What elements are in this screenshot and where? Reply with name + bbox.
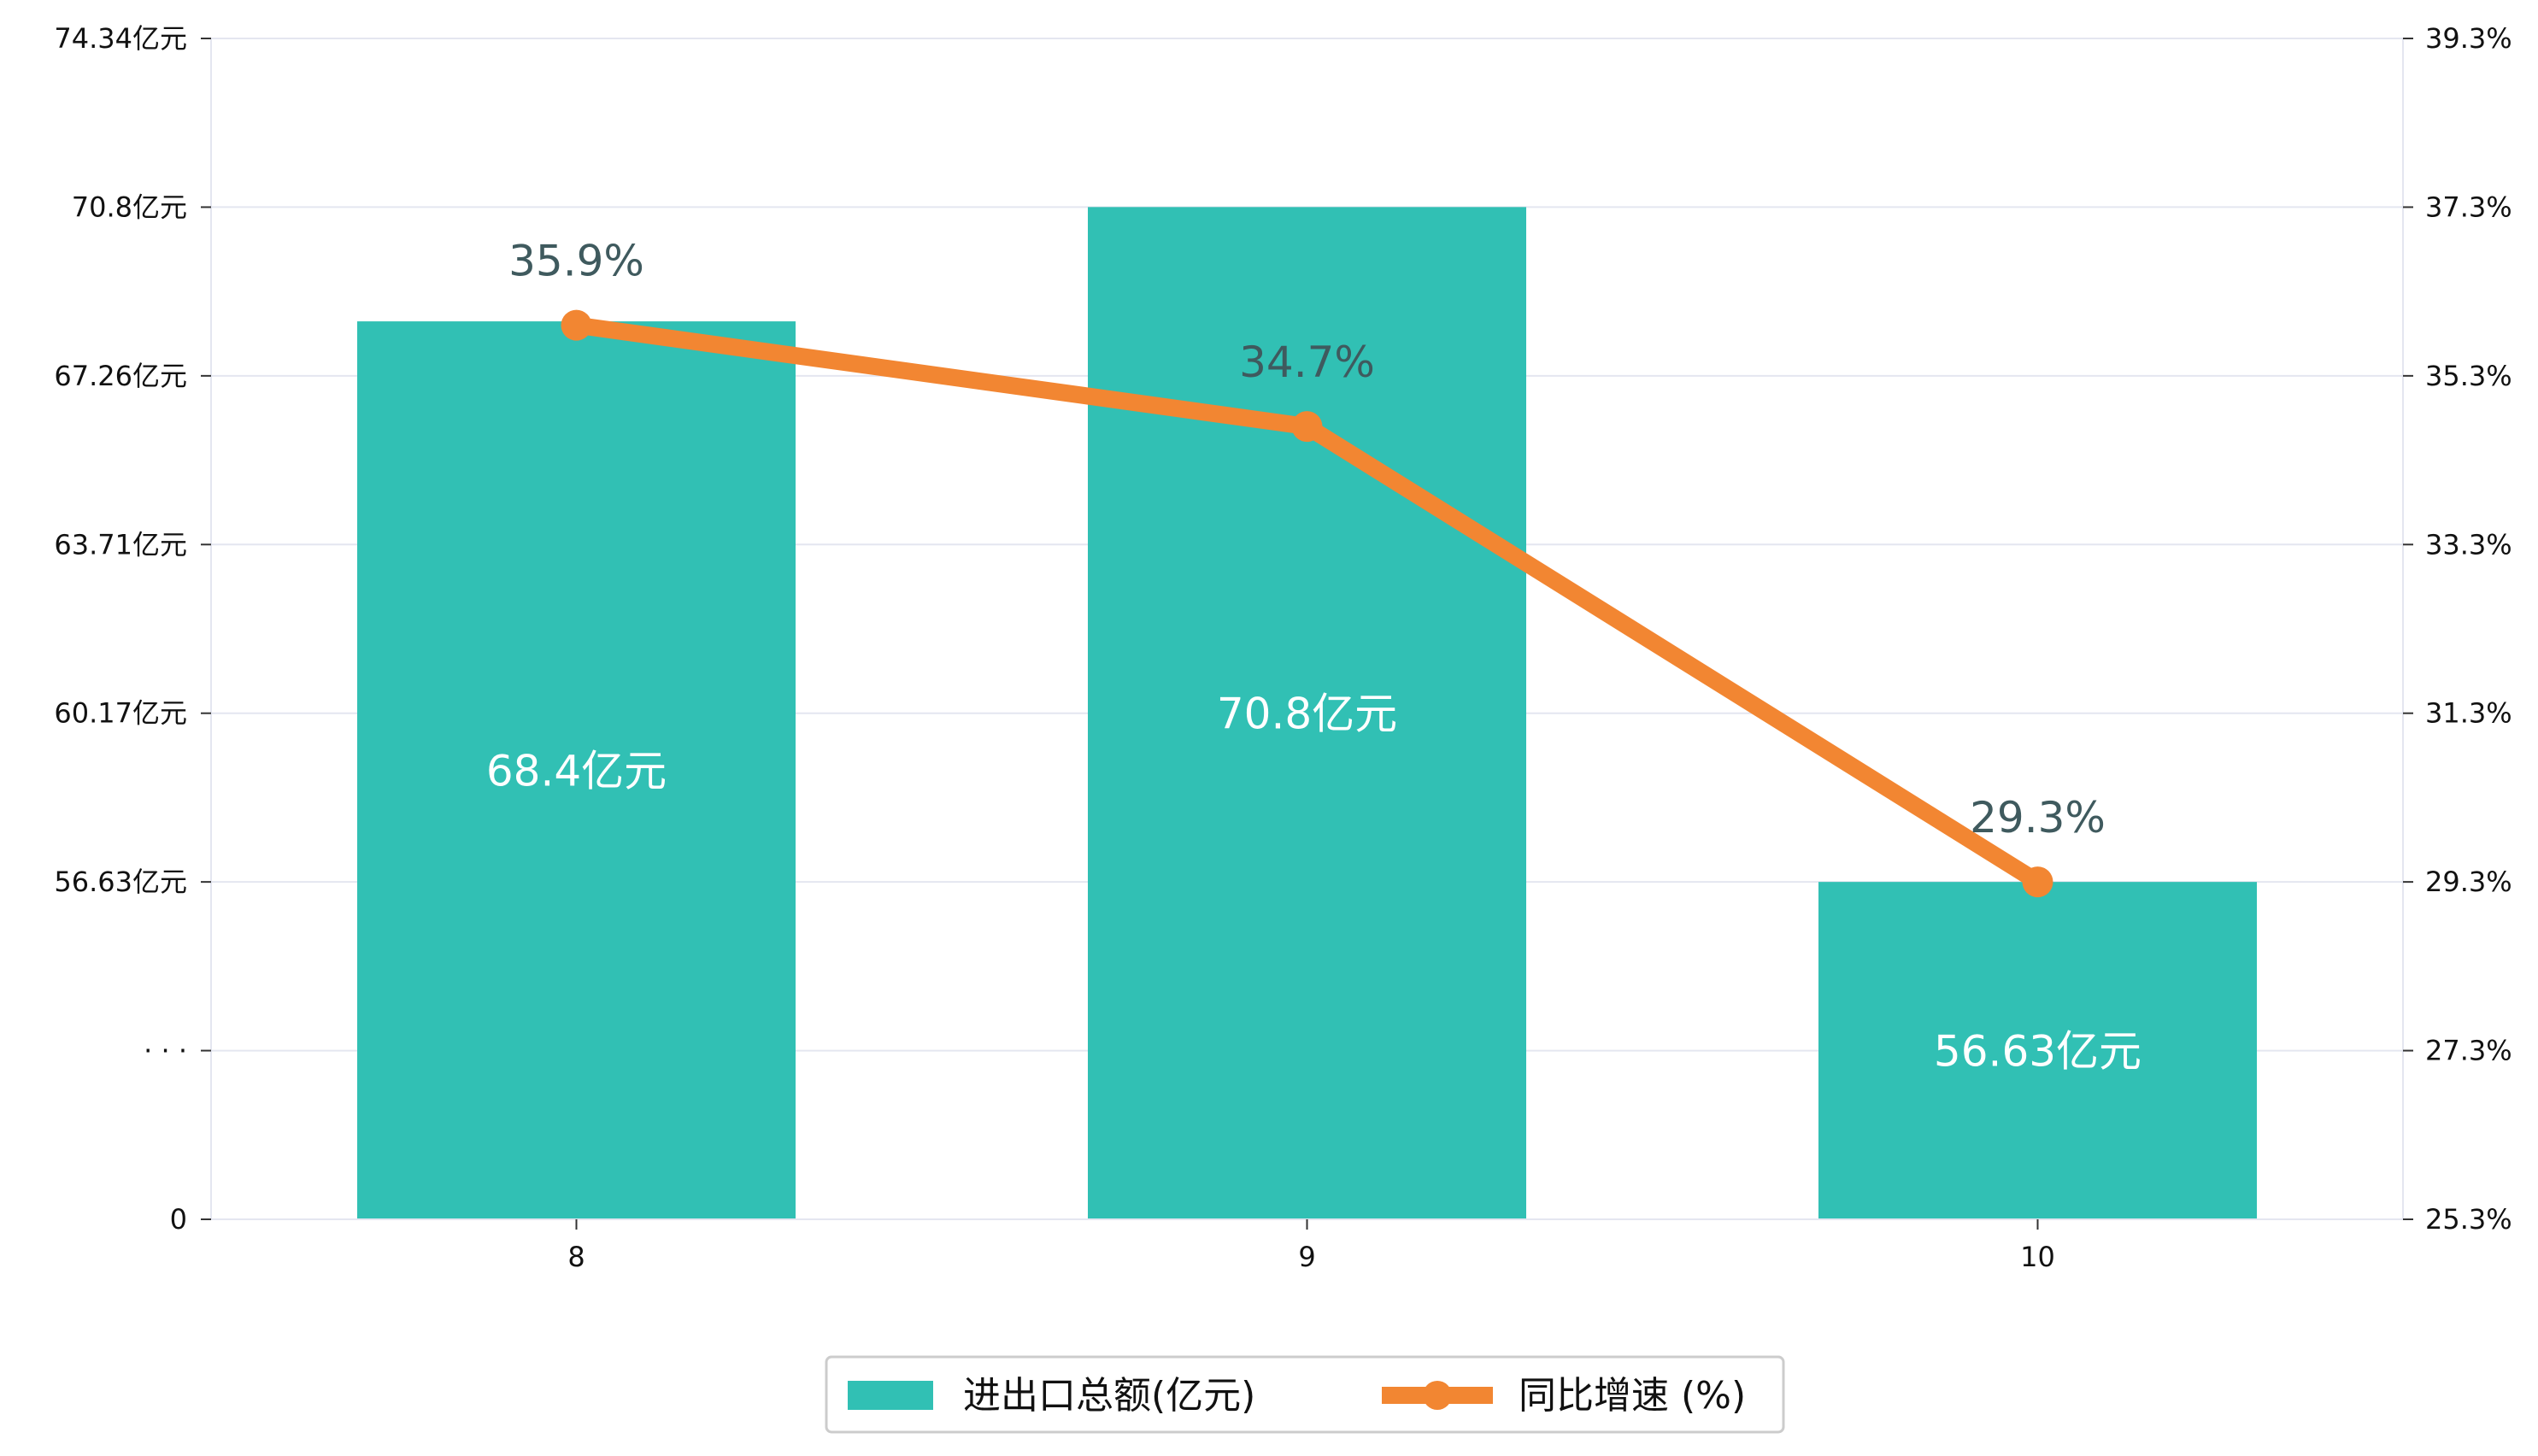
left-tick-label: 63.71亿元 — [54, 528, 187, 561]
right-tick-label: 37.3% — [2425, 191, 2512, 223]
right-tick-label: 35.3% — [2425, 360, 2512, 392]
legend-swatch-bar — [848, 1381, 933, 1410]
left-tick-label: 67.26亿元 — [54, 360, 187, 392]
right-tick-label: 27.3% — [2425, 1035, 2512, 1067]
left-tick-label: 70.8亿元 — [72, 191, 187, 223]
bar-8 — [357, 321, 796, 1219]
growth-point — [561, 309, 592, 341]
right-tick-label: 31.3% — [2425, 697, 2512, 730]
legend-box — [825, 1355, 1785, 1434]
growth-point — [1291, 411, 1323, 443]
right-tick-label: 39.3% — [2425, 22, 2512, 55]
axes: 0 · · · 56.63亿元 60.17亿元 63.71亿元 67.26亿元 70.8亿元… — [54, 22, 2512, 1273]
bar-value-label: 68.4亿元 — [486, 747, 667, 796]
left-tick-label: 0 — [170, 1203, 187, 1236]
bar-9 — [1088, 207, 1526, 1219]
left-tick-label: 60.17亿元 — [54, 697, 187, 730]
legend: 进出口总额(亿元) 同比增速 (%) — [825, 1355, 1785, 1434]
growth-value-label: 35.9% — [508, 237, 644, 286]
x-tick-label: 9 — [1298, 1241, 1315, 1273]
right-tick-label: 25.3% — [2425, 1203, 2512, 1236]
left-tick-label: 74.34亿元 — [54, 22, 187, 55]
growth-point — [2022, 866, 2053, 898]
right-tick-label: 33.3% — [2425, 528, 2512, 561]
bar-value-label: 56.63亿元 — [1934, 1027, 2141, 1077]
bar-10 — [1818, 882, 2257, 1219]
bar-series: 68.4亿元 70.8亿元 56.63亿元 — [357, 207, 2257, 1219]
left-tick-label: · · · — [144, 1035, 187, 1067]
line-series: 35.9% 34.7% 29.3% — [508, 237, 2106, 898]
legend-label-line: 同比增速 (%) — [1519, 1374, 1746, 1418]
bar-value-label: 70.8亿元 — [1217, 690, 1397, 739]
legend-swatch-marker — [1423, 1381, 1452, 1410]
x-tick-label: 8 — [567, 1241, 585, 1273]
growth-value-label: 29.3% — [1970, 793, 2106, 842]
legend-label-bar: 进出口总额(亿元) — [963, 1374, 1255, 1418]
x-tick-label: 10 — [2020, 1241, 2055, 1273]
left-tick-label: 56.63亿元 — [54, 866, 187, 898]
growth-value-label: 34.7% — [1239, 338, 1375, 387]
right-tick-label: 29.3% — [2425, 866, 2512, 898]
